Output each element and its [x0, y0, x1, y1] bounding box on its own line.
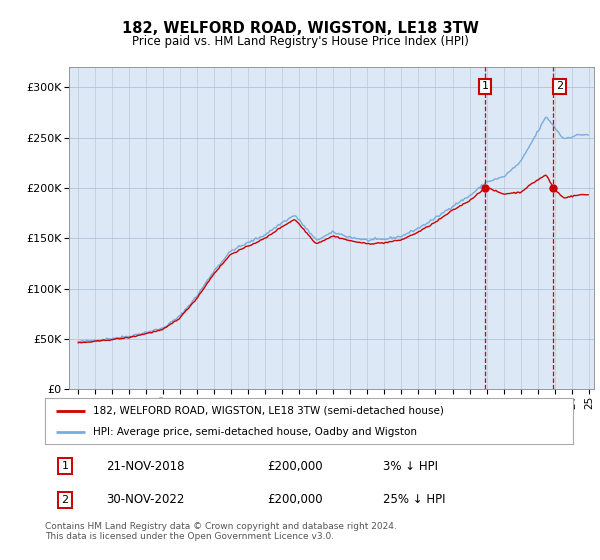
- Text: 182, WELFORD ROAD, WIGSTON, LE18 3TW: 182, WELFORD ROAD, WIGSTON, LE18 3TW: [122, 21, 478, 36]
- Text: £200,000: £200,000: [267, 493, 322, 506]
- Text: 1: 1: [482, 81, 488, 91]
- Text: HPI: Average price, semi-detached house, Oadby and Wigston: HPI: Average price, semi-detached house,…: [92, 427, 416, 437]
- Text: 2: 2: [62, 495, 68, 505]
- Text: 25% ↓ HPI: 25% ↓ HPI: [383, 493, 445, 506]
- Text: 21-NOV-2018: 21-NOV-2018: [106, 460, 184, 473]
- Text: 182, WELFORD ROAD, WIGSTON, LE18 3TW (semi-detached house): 182, WELFORD ROAD, WIGSTON, LE18 3TW (se…: [92, 405, 443, 416]
- Text: Price paid vs. HM Land Registry's House Price Index (HPI): Price paid vs. HM Land Registry's House …: [131, 35, 469, 48]
- Text: 1: 1: [62, 461, 68, 471]
- Text: £200,000: £200,000: [267, 460, 322, 473]
- Text: 2: 2: [556, 81, 563, 91]
- Text: 3% ↓ HPI: 3% ↓ HPI: [383, 460, 438, 473]
- Text: 30-NOV-2022: 30-NOV-2022: [106, 493, 184, 506]
- Text: Contains HM Land Registry data © Crown copyright and database right 2024.
This d: Contains HM Land Registry data © Crown c…: [45, 522, 397, 542]
